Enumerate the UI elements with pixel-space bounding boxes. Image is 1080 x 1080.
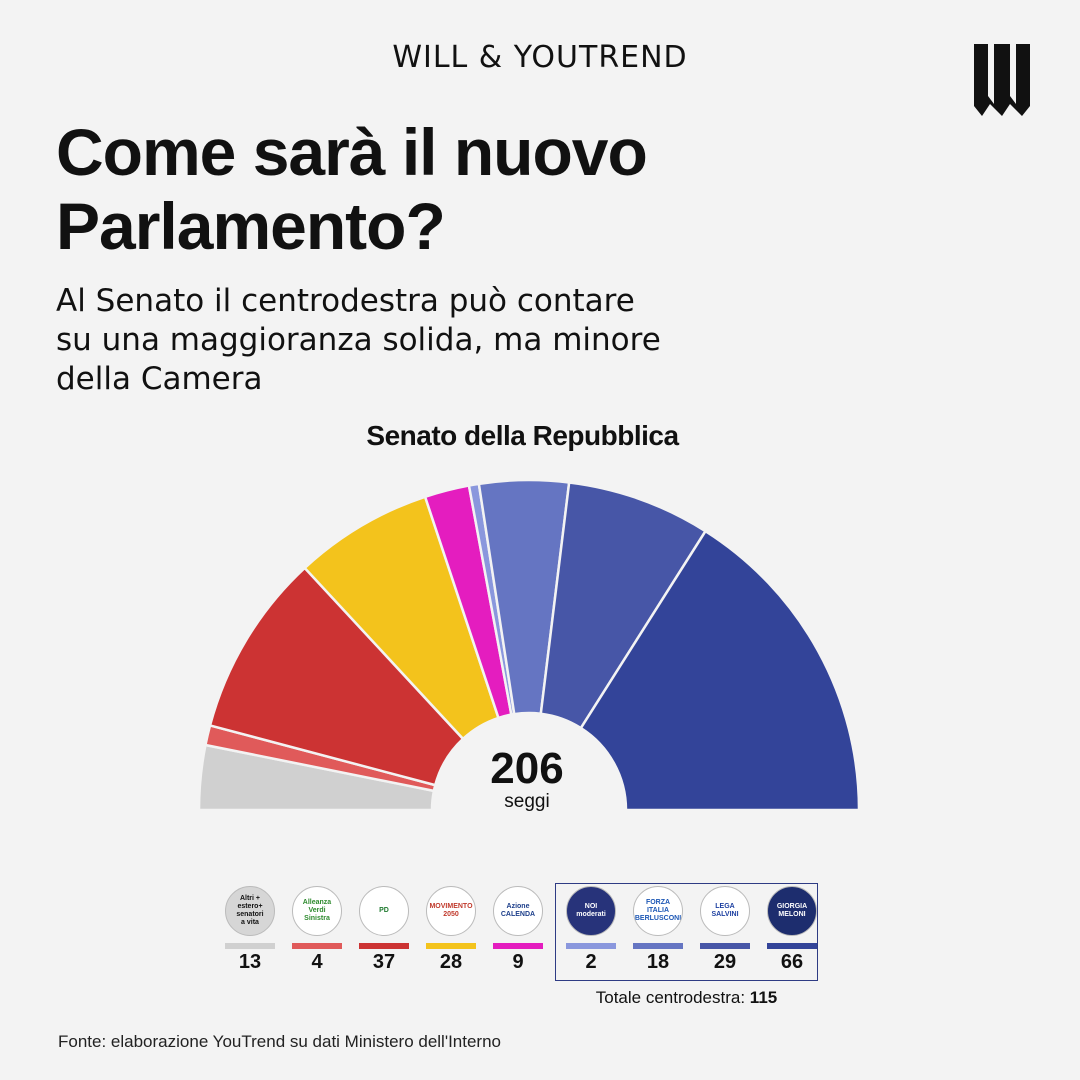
- party-logo-text: GIORGIA: [776, 903, 808, 910]
- coalition-total-label: Totale centrodestra:: [595, 988, 746, 1007]
- legend-seat-count: 4: [311, 951, 323, 973]
- legend-item: Altri + estero+ senatori a vita 13: [222, 886, 278, 974]
- party-logo-text: estero+: [237, 903, 263, 910]
- party-logo-icon: GIORGIA MELONI: [767, 886, 817, 936]
- party-logo-icon: NOI moderati: [566, 886, 616, 936]
- source-note: Fonte: elaborazione YouTrend su dati Min…: [58, 1032, 502, 1051]
- legend-color-bar: [566, 943, 616, 949]
- party-logo-icon: Azione CALENDA: [493, 886, 543, 936]
- legend-color-bar: [292, 943, 342, 949]
- subtitle-line: della Camera: [56, 361, 263, 397]
- party-logo-text: CALENDA: [500, 911, 536, 918]
- party-logo-text: PD: [379, 907, 389, 914]
- hemicycle-chart: 206 seggi: [197, 478, 861, 812]
- legend-item: MOVIMENTO 2050 28: [423, 886, 479, 974]
- chart-title: Senato della Repubblica: [366, 420, 679, 451]
- party-logo-text: ITALIA: [646, 907, 670, 914]
- party-logo-text: MOVIMENTO: [429, 903, 473, 910]
- will-logo-icon: [974, 44, 1030, 116]
- party-logo-icon: PD: [359, 886, 409, 936]
- party-logo-icon: LEGA SALVINI: [700, 886, 750, 936]
- party-logo-text: Sinistra: [304, 915, 330, 922]
- party-logo-text: moderati: [576, 911, 606, 918]
- legend-color-bar: [767, 943, 817, 949]
- party-logo-text: SALVINI: [711, 911, 739, 918]
- party-logo-text: LEGA: [715, 903, 735, 910]
- party-logo-icon: Altri + estero+ senatori a vita: [225, 886, 275, 936]
- legend-seat-count: 13: [238, 951, 262, 973]
- total-seats-label: seggi: [504, 791, 549, 812]
- party-logo-text: Alleanza: [302, 899, 332, 906]
- party-logo-text: a vita: [241, 919, 259, 926]
- total-seats-number: 206: [490, 744, 563, 793]
- legend-seat-count: 29: [713, 951, 737, 973]
- hemicycle-slice: [208, 566, 465, 787]
- party-logo-icon: MOVIMENTO 2050: [426, 886, 476, 936]
- legend-item: GIORGIA MELONI 66: [764, 886, 820, 974]
- subtitle-line: Al Senato il centrodestra può contare: [56, 283, 635, 319]
- legend-color-bar: [700, 943, 750, 949]
- title-line: Come sarà il nuovo: [56, 115, 648, 189]
- party-logo-icon: FORZA ITALIA BERLUSCONI: [633, 886, 683, 936]
- hemicycle-slice: [302, 495, 501, 741]
- party-logo-text: 2050: [443, 911, 459, 918]
- hemicycle-slice: [579, 529, 861, 812]
- party-logo-text: Azione: [506, 903, 530, 910]
- page-title: Come sarà il nuovo Parlamento?: [56, 115, 856, 263]
- legend-item: Azione CALENDA 9: [490, 886, 546, 974]
- party-logo-text: BERLUSCONI: [634, 915, 682, 922]
- legend-color-bar: [633, 943, 683, 949]
- party-logo-text: MELONI: [778, 911, 806, 918]
- legend: Altri + estero+ senatori a vita 13 Alleanza Ve…: [222, 886, 822, 986]
- legend-color-bar: [359, 943, 409, 949]
- coalition-total-value: 115: [749, 988, 778, 1007]
- legend-item: Alleanza Verdi Sinistra 4: [289, 886, 345, 974]
- party-logo-text: senatori: [236, 911, 264, 918]
- legend-seat-count: 37: [372, 951, 396, 973]
- legend-color-bar: [426, 943, 476, 949]
- title-line: Parlamento?: [56, 189, 446, 263]
- hemicycle-slice: [539, 481, 708, 730]
- legend-item: LEGA SALVINI 29: [697, 886, 753, 974]
- party-logo-text: FORZA: [645, 899, 671, 906]
- party-logo-icon: Alleanza Verdi Sinistra: [292, 886, 342, 936]
- centrodestra-coalition-box: [555, 883, 818, 981]
- legend-item: PD 37: [356, 886, 412, 974]
- legend-seat-count: 18: [646, 951, 670, 973]
- legend-seat-count: 9: [512, 951, 524, 973]
- legend-seat-count: 66: [780, 951, 804, 973]
- legend-item: NOI moderati 2: [563, 886, 619, 974]
- page-subtitle: Al Senato il centrodestra può contare su…: [56, 282, 776, 399]
- party-logo-text: Verdi: [308, 907, 326, 914]
- brand-name: WILL & YOUTREND: [392, 40, 688, 75]
- legend-seat-count: 28: [439, 951, 463, 973]
- legend-seat-count: 2: [585, 951, 597, 973]
- legend-item: FORZA ITALIA BERLUSCONI 18: [630, 886, 686, 974]
- party-logo-text: NOI: [584, 903, 598, 910]
- party-logo-text: Altri +: [239, 895, 261, 902]
- coalition-total: Totale centrodestra: 115: [555, 988, 818, 1008]
- legend-color-bar: [225, 943, 275, 949]
- subtitle-line: su una maggioranza solida, ma minore: [56, 322, 661, 358]
- legend-color-bar: [493, 943, 543, 949]
